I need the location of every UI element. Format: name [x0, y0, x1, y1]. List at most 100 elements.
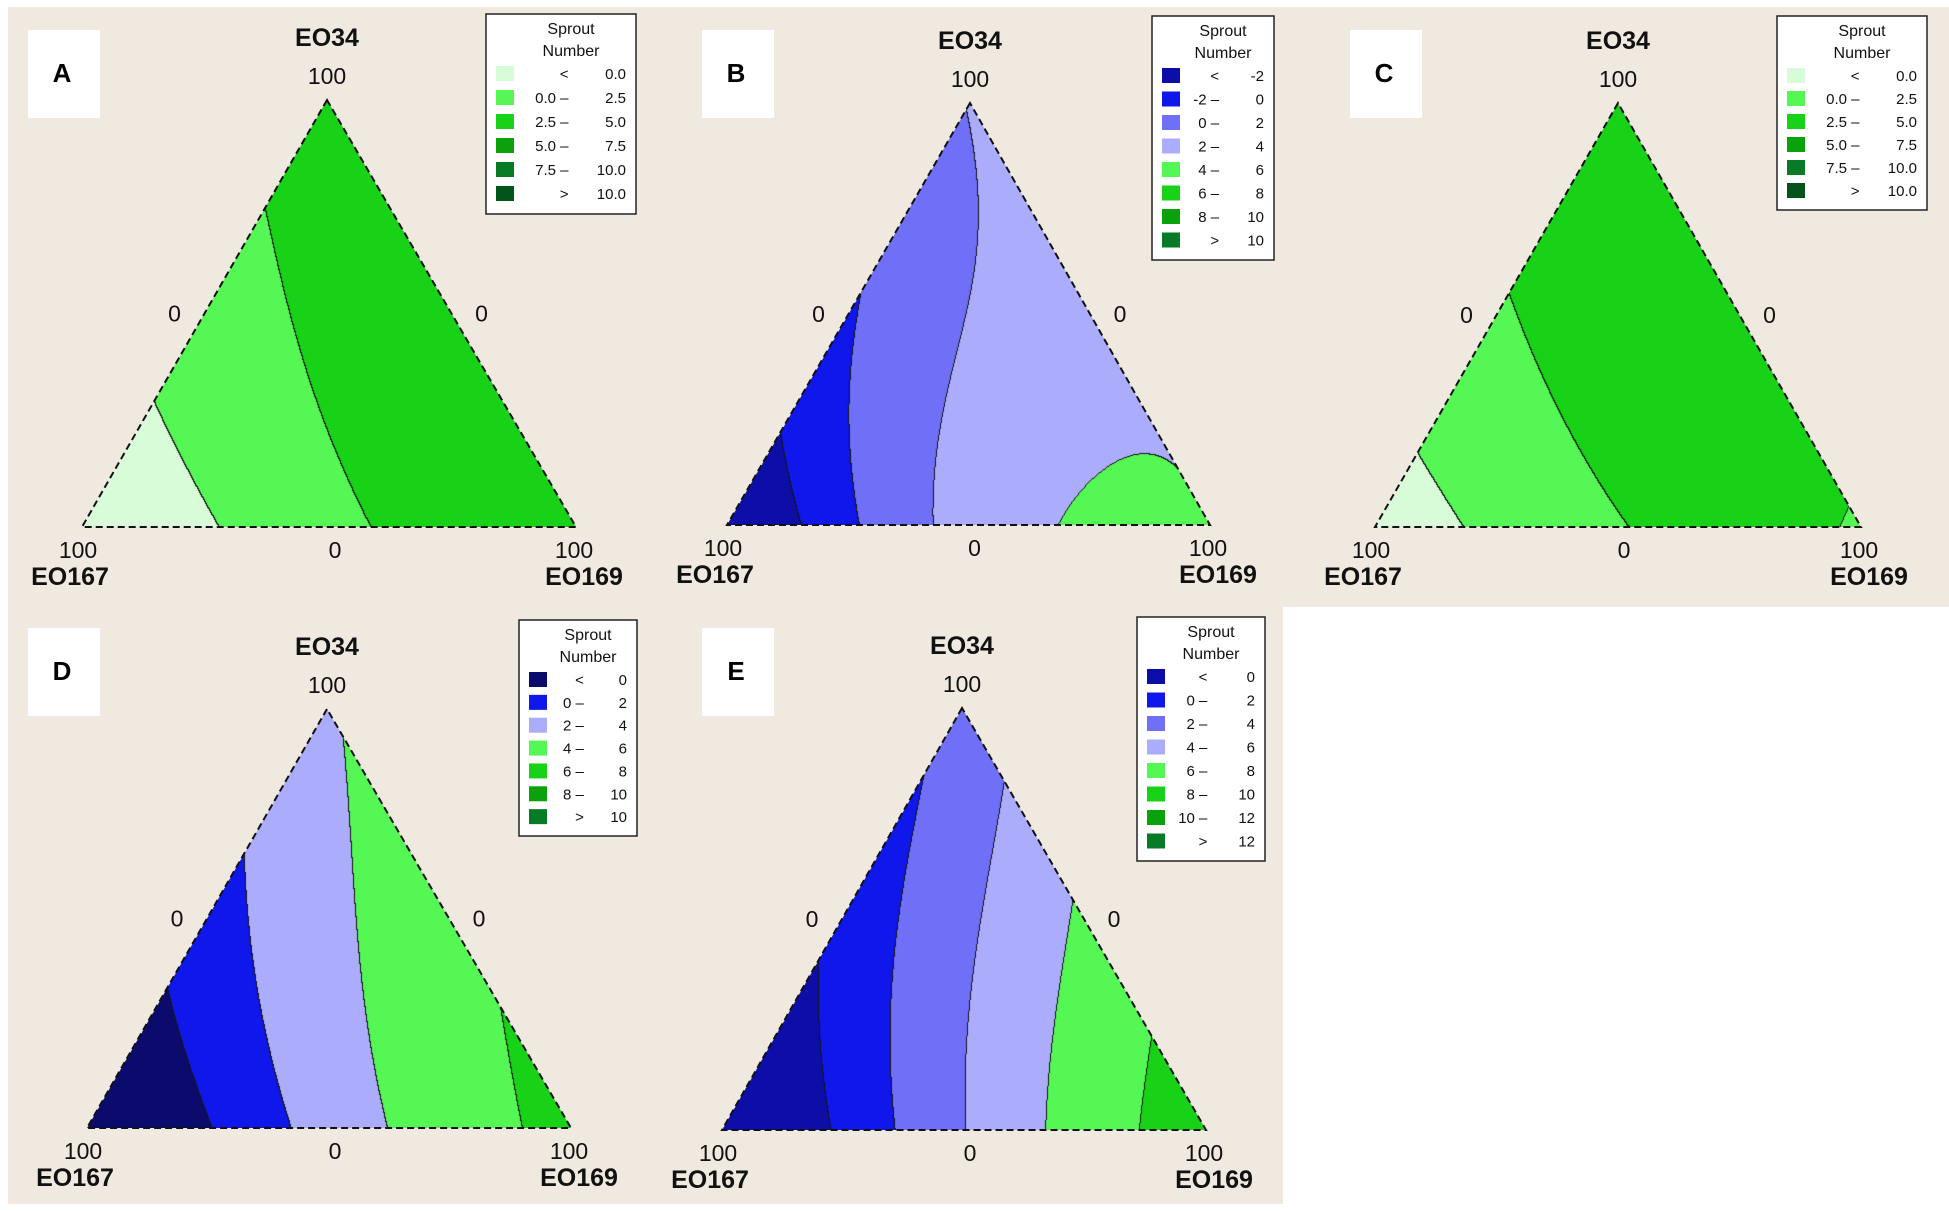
axis-label-top: EO34: [295, 633, 359, 661]
ternary-frame-E: [720, 705, 1208, 1131]
legend-entry-low: >: [1210, 233, 1219, 250]
tick-label-top: 100: [951, 66, 989, 92]
legend-entry-low: 8 –: [1187, 787, 1209, 804]
legend-entry-low: 2 –: [1187, 716, 1209, 733]
legend-entry-low: 5.0 –: [535, 138, 569, 155]
legend-entry-high: 4: [1247, 716, 1255, 733]
tick-label-right-side: 0: [1114, 301, 1127, 327]
legend-entry-high: 2.5: [605, 90, 626, 107]
tick-label-bottom: 0: [964, 1140, 977, 1166]
legend-swatch: [529, 786, 547, 802]
legend-C: Sprout Number < 0.0 0.0 – 2.5 2.5 – 5.0 5.0 – 7.5…: [1776, 15, 1928, 211]
ternary-frame-C: [1373, 100, 1863, 528]
legend-swatch: [529, 809, 547, 825]
legend-swatch: [1147, 833, 1165, 849]
panel-label-B: B: [727, 58, 746, 88]
legend-swatch: [1162, 115, 1180, 130]
legend-entry-high: 8: [1247, 763, 1255, 780]
legend-entry-high: 2: [1256, 115, 1264, 132]
legend-swatch: [1147, 739, 1165, 755]
legend-entry-low: >: [1851, 183, 1860, 200]
axis-label-left: EO167: [671, 1166, 749, 1194]
legend-B: Sprout Number < -2 -2 – 0 0 – 2 2 – 4 4 – 6 6 – 8 8 – 1…: [1151, 15, 1275, 261]
panel-label-box: [1350, 30, 1422, 118]
legend-entry-low: >: [560, 186, 569, 203]
tick-label-top: 100: [1599, 66, 1637, 92]
legend-entry-high: 8: [619, 763, 627, 780]
panel-label-A: A: [53, 58, 72, 88]
legend-title-line-2: Number: [560, 649, 618, 666]
legend-entry-high: 10: [610, 809, 627, 826]
legend-E: Sprout Number < 0 0 – 2 2 – 4 4 – 6 6 – 8 8 – 10 10 – 1…: [1136, 616, 1266, 862]
legend-entry-low: 4 –: [1187, 740, 1209, 757]
legend-box: [1776, 15, 1928, 211]
legend-swatch: [1147, 786, 1165, 802]
axis-label-right: EO169: [540, 1164, 618, 1192]
legend-entry-low: >: [575, 809, 584, 826]
legend-D: Sprout Number < 0 0 – 2 2 – 4 4 – 6 6 – 8 8 – 10 > 10: [518, 619, 638, 837]
legend-entry-high: 5.0: [605, 114, 626, 131]
legend-A: Sprout Number < 0.0 0.0 – 2.5 2.5 – 5.0 5.0 – 7.5…: [485, 13, 637, 215]
legend-title-line-2: Number: [543, 43, 601, 60]
axis-label-top: EO34: [1586, 27, 1650, 55]
legend-entry-high: 7.5: [1896, 137, 1917, 154]
tick-label-right: 100: [550, 1138, 588, 1164]
legend-entry-low: 2 –: [1198, 139, 1220, 156]
legend-swatch: [529, 672, 547, 687]
legend-entry-high: 6: [1247, 740, 1255, 757]
legend-entry-low: 2.5 –: [1826, 114, 1860, 131]
legend-title-line-2: Number: [1834, 45, 1892, 62]
ternary-frame-B: [725, 100, 1212, 526]
legend-entry-low: <: [1210, 68, 1219, 85]
legend-swatch: [529, 694, 547, 710]
tick-label-right-side: 0: [475, 301, 488, 327]
panel-label-C: C: [1375, 58, 1394, 88]
legend-entry-low: 6 –: [1187, 763, 1209, 780]
axis-label-top: EO34: [938, 27, 1002, 55]
legend-swatch: [1162, 232, 1180, 248]
tick-label-bottom: 0: [1618, 537, 1631, 563]
panel-label-box: [28, 628, 100, 716]
legend-swatch: [1787, 68, 1805, 83]
legend-swatch: [496, 90, 514, 105]
legend-entry-high: 12: [1238, 810, 1255, 827]
legend-entry-low: 5.0 –: [1826, 137, 1860, 154]
legend-entry-high: 4: [619, 718, 627, 735]
legend-entry-low: 8 –: [563, 786, 585, 803]
legend-entry-high: 10: [1238, 787, 1255, 804]
axis-label-right: EO169: [1179, 561, 1257, 589]
tick-label-left: 100: [59, 537, 97, 563]
tick-label-left: 100: [699, 1140, 737, 1166]
tick-label-left: 100: [1352, 537, 1390, 563]
legend-entry-high: 7.5: [605, 138, 626, 155]
tick-label-top: 100: [943, 671, 981, 697]
tick-label-bottom: 0: [329, 537, 342, 563]
legend-swatch: [496, 186, 514, 201]
legend-entry-high: 0: [1256, 92, 1264, 109]
axis-label-right: EO169: [1830, 563, 1908, 591]
tick-label-right-side: 0: [1108, 906, 1121, 932]
legend-swatch: [1162, 68, 1180, 83]
legend-swatch: [1162, 138, 1180, 154]
legend-entry-low: <: [1851, 68, 1860, 85]
legend-swatch: [496, 66, 514, 81]
tick-label-right: 100: [1185, 1140, 1223, 1166]
legend-entry-low: 10 –: [1178, 810, 1208, 827]
legend-entry-high: 2.5: [1896, 91, 1917, 108]
legend-entry-high: 4: [1256, 139, 1264, 156]
legend-swatch: [1162, 162, 1180, 177]
legend-entry-high: 0: [1247, 669, 1255, 686]
legend-entry-low: 0.0 –: [1826, 91, 1860, 108]
legend-swatch: [1787, 183, 1805, 198]
tick-label-left-side: 0: [171, 906, 184, 932]
legend-entry-low: 7.5 –: [535, 162, 569, 179]
legend-entry-high: 5.0: [1896, 114, 1917, 131]
legend-swatch: [1147, 763, 1165, 778]
tick-label-right: 100: [555, 537, 593, 563]
legend-entry-high: -2: [1251, 68, 1264, 85]
legend-title-line-1: Sprout: [564, 627, 612, 644]
legend-title-line-2: Number: [1183, 646, 1241, 663]
axis-label-top: EO34: [930, 632, 994, 660]
legend-swatch: [1162, 209, 1180, 224]
